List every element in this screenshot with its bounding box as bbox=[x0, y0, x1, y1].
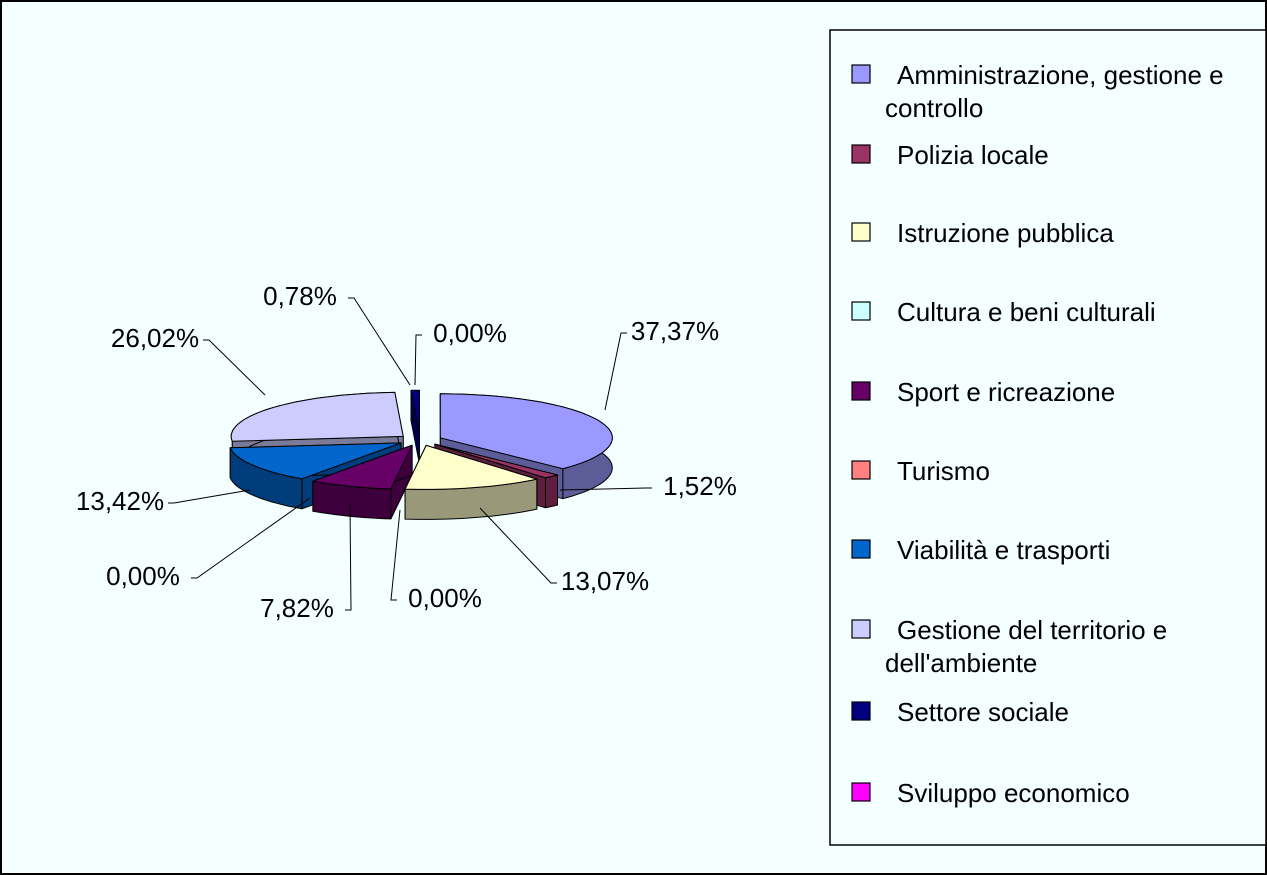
leader-line bbox=[414, 334, 422, 386]
slice bbox=[230, 391, 404, 442]
data-label: 26,02% bbox=[111, 323, 199, 353]
legend-swatch bbox=[851, 701, 871, 721]
data-label: 13,07% bbox=[561, 566, 649, 596]
leader-line bbox=[390, 509, 401, 601]
leader-line bbox=[203, 339, 266, 396]
legend-swatch bbox=[851, 381, 871, 401]
legend-label: Sviluppo economico bbox=[897, 778, 1130, 808]
slice bbox=[434, 443, 558, 479]
legend-swatch bbox=[851, 460, 871, 480]
data-label: 0,78% bbox=[263, 281, 337, 311]
legend-swatch bbox=[851, 619, 871, 639]
data-label: 0,00% bbox=[408, 583, 482, 613]
legend-label: Polizia locale bbox=[897, 140, 1049, 170]
data-label: 0,00% bbox=[433, 318, 507, 348]
leader-line bbox=[604, 332, 627, 411]
leader-line bbox=[348, 297, 411, 386]
legend-label: Istruzione pubblica bbox=[897, 218, 1114, 248]
slice bbox=[404, 444, 538, 490]
legend-swatch bbox=[851, 301, 871, 321]
legend-label: Turismo bbox=[897, 456, 990, 486]
data-label: 13,42% bbox=[76, 486, 164, 516]
legend-label: Viabilità e trasporti bbox=[897, 535, 1110, 565]
data-label: 37,37% bbox=[631, 316, 719, 346]
leader-line bbox=[345, 504, 352, 611]
legend-label: Gestione del territorio e dell'ambiente bbox=[885, 615, 1167, 678]
legend-label: Amministrazione, gestione e controllo bbox=[885, 60, 1224, 123]
legend-line: Amministrazione, gestione e bbox=[897, 60, 1224, 90]
legend-line: controllo bbox=[885, 93, 983, 123]
slice-wall bbox=[545, 474, 558, 509]
legend-swatch bbox=[851, 539, 871, 559]
slice bbox=[229, 442, 402, 480]
leader-line bbox=[168, 489, 251, 504]
leader-line bbox=[191, 497, 311, 579]
leader-line bbox=[559, 487, 652, 491]
data-label: 1,52% bbox=[663, 471, 737, 501]
leader-line bbox=[479, 507, 557, 584]
data-label: 0,00% bbox=[106, 561, 180, 591]
legend-swatch bbox=[851, 782, 871, 802]
legend-label: Cultura e beni culturali bbox=[897, 297, 1156, 327]
legend-line: dell'ambiente bbox=[885, 648, 1037, 678]
slice bbox=[439, 393, 613, 470]
legend-box bbox=[829, 29, 1267, 846]
legend-swatch bbox=[851, 64, 871, 84]
legend-swatch bbox=[851, 144, 871, 164]
slice bbox=[410, 389, 420, 435]
slice bbox=[312, 444, 413, 490]
data-label: 7,82% bbox=[260, 593, 334, 623]
legend-line: Gestione del territorio e bbox=[897, 615, 1167, 645]
legend-label: Settore sociale bbox=[897, 697, 1069, 727]
legend-label: Sport e ricreazione bbox=[897, 377, 1115, 407]
legend-swatch bbox=[851, 222, 871, 242]
